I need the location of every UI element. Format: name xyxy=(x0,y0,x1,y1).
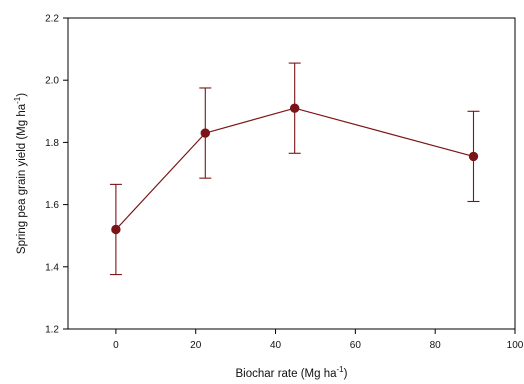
y-axis-ticks: 1.2 1.4 1.6 1.8 2.0 2.2 xyxy=(45,14,68,336)
data-point xyxy=(111,224,121,235)
data-point xyxy=(468,151,479,162)
x-axis-label: Biochar rate (Mg ha-1) xyxy=(236,365,348,380)
x-axis-ticks: 0 20 40 60 80 100 xyxy=(113,329,524,351)
x-tick-label: 40 xyxy=(270,340,282,351)
x-tick-label: 20 xyxy=(190,340,202,351)
data-point xyxy=(200,128,210,138)
x-tick-label: 100 xyxy=(507,340,524,351)
y-tick-label: 2.2 xyxy=(45,14,59,25)
y-tick-label: 1.2 xyxy=(45,325,59,336)
y-tick-label: 1.4 xyxy=(45,262,59,273)
x-tick-label: 60 xyxy=(350,340,362,351)
x-axis-label-close: ) xyxy=(344,368,348,380)
y-tick-label: 1.6 xyxy=(45,200,59,211)
y-tick-label: 1.8 xyxy=(45,138,59,149)
series-line xyxy=(115,107,474,230)
plot-area xyxy=(67,17,516,330)
y-axis-label: Spring pea grain yield (Mg ha-1) xyxy=(13,93,28,254)
x-tick-label: 80 xyxy=(430,340,442,351)
y-axis-label-main: Spring pea grain yield (Mg ha xyxy=(16,103,28,254)
x-tick-label: 0 xyxy=(113,340,119,351)
y-axis-label-superscript: -1 xyxy=(13,96,22,104)
x-axis-label-superscript: -1 xyxy=(337,365,345,374)
y-axis-label-close: ) xyxy=(16,93,28,97)
plot-frame xyxy=(67,17,516,330)
x-axis-label-main: Biochar rate (Mg ha xyxy=(236,368,338,380)
data-point xyxy=(289,103,300,113)
y-tick-label: 2.0 xyxy=(45,76,59,87)
series-layer xyxy=(109,62,480,276)
